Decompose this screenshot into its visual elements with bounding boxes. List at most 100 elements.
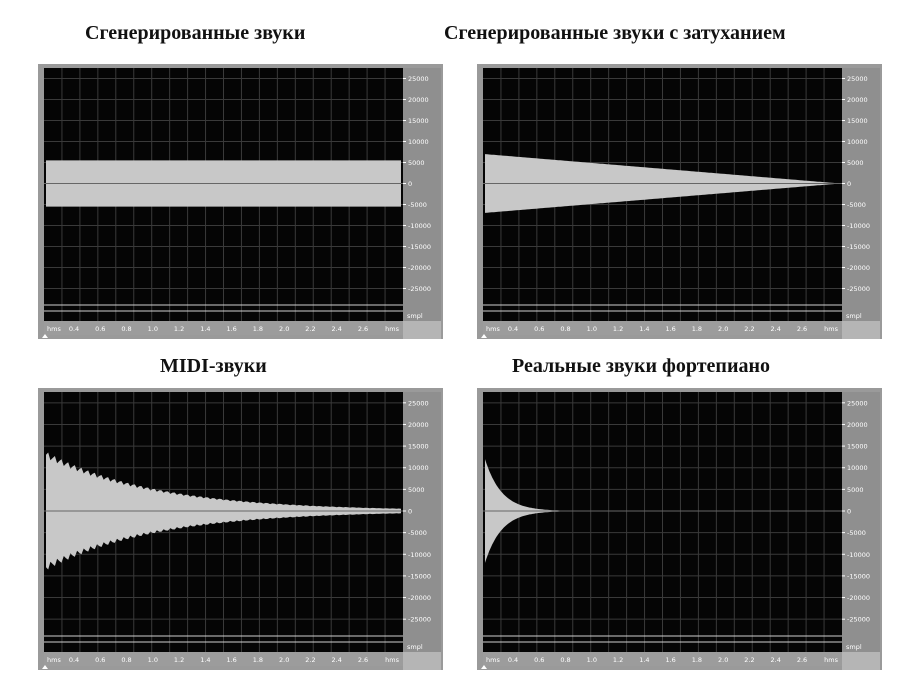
waveform-panel-piano: 25000 20000 15000 10000 5000 0 -5000 -10000 -150… bbox=[477, 388, 882, 670]
ruler-start-label: hms bbox=[47, 656, 61, 664]
ruler-label: 0.8 bbox=[121, 325, 131, 333]
ruler-label: 1.0 bbox=[148, 656, 158, 664]
ruler-label: 2.4 bbox=[771, 325, 781, 333]
ruler-label: 0.4 bbox=[69, 325, 79, 333]
time-ruler bbox=[483, 652, 842, 666]
scale-label: -15000 bbox=[847, 243, 870, 251]
ruler-label: 1.4 bbox=[200, 325, 210, 333]
scale-label: 0 bbox=[408, 180, 412, 188]
ruler-label: 1.6 bbox=[665, 656, 675, 664]
scale-label: 10000 bbox=[847, 464, 868, 472]
ruler-corner bbox=[842, 652, 880, 670]
ruler-label: 1.0 bbox=[587, 656, 597, 664]
scale-label: 20000 bbox=[847, 421, 868, 429]
amplitude-scale bbox=[403, 68, 441, 321]
ruler-start-label: hms bbox=[486, 325, 500, 333]
scale-label: -25000 bbox=[408, 616, 431, 624]
ruler-label: 0.6 bbox=[534, 325, 544, 333]
ruler-label: 1.2 bbox=[174, 656, 184, 664]
ruler-label: 0.6 bbox=[534, 656, 544, 664]
scale-label: -20000 bbox=[408, 594, 431, 602]
scale-label: 5000 bbox=[408, 159, 425, 167]
ruler-label: 2.6 bbox=[358, 656, 368, 664]
ruler-label: 0.6 bbox=[95, 656, 105, 664]
ruler-label: 2.4 bbox=[332, 325, 342, 333]
scale-label: -15000 bbox=[847, 572, 870, 580]
waveform-editor-generated-decay[interactable]: 25000 20000 15000 10000 5000 0 -5000 -10000 -150… bbox=[477, 64, 882, 339]
ruler-label: 0.6 bbox=[95, 325, 105, 333]
ruler-label: 1.6 bbox=[665, 325, 675, 333]
waveform-panel-midi: 25000 20000 15000 10000 5000 0 -5000 -10000 -150… bbox=[38, 388, 443, 670]
ruler-label: 0.8 bbox=[560, 325, 570, 333]
ruler-label: 2.6 bbox=[358, 325, 368, 333]
scale-label: -20000 bbox=[847, 264, 870, 272]
scale-label: 20000 bbox=[847, 96, 868, 104]
scale-label: 10000 bbox=[847, 138, 868, 146]
amplitude-scale bbox=[842, 392, 880, 652]
ruler-label: 0.4 bbox=[508, 325, 518, 333]
playhead-marker-icon bbox=[42, 665, 48, 669]
waveform-editor-generated[interactable]: 25000 20000 15000 10000 5000 0 -5000 -10000 -150… bbox=[38, 64, 443, 339]
scale-label: 20000 bbox=[408, 96, 429, 104]
ruler-label: 2.0 bbox=[279, 325, 289, 333]
waveform-editor-midi[interactable]: 25000 20000 15000 10000 5000 0 -5000 -10000 -150… bbox=[38, 388, 443, 670]
playhead-marker-icon bbox=[42, 334, 48, 338]
scale-label: 15000 bbox=[847, 117, 868, 125]
scale-label: -25000 bbox=[847, 616, 870, 624]
ruler-label: 0.4 bbox=[508, 656, 518, 664]
scale-label: -5000 bbox=[847, 201, 866, 209]
scale-label: -10000 bbox=[847, 222, 870, 230]
scale-unit-label: smpl bbox=[407, 643, 423, 651]
scale-label: -5000 bbox=[408, 201, 427, 209]
ruler-label: 2.2 bbox=[305, 325, 315, 333]
panel-title-generated: Сгенерированные звуки bbox=[85, 22, 306, 44]
waveform-editor-piano[interactable]: 25000 20000 15000 10000 5000 0 -5000 -10000 -150… bbox=[477, 388, 882, 670]
waveform-panel-generated-decay: 25000 20000 15000 10000 5000 0 -5000 -10000 -150… bbox=[477, 64, 882, 339]
scale-label: -10000 bbox=[408, 222, 431, 230]
scale-unit-label: smpl bbox=[846, 643, 862, 651]
scale-label: -20000 bbox=[847, 594, 870, 602]
scale-label: 0 bbox=[408, 508, 412, 516]
ruler-end-label: hms bbox=[824, 656, 838, 664]
ruler-end-label: hms bbox=[385, 325, 399, 333]
ruler-label: 1.4 bbox=[639, 325, 649, 333]
panel-title-midi: MIDI-звуки bbox=[160, 355, 267, 377]
ruler-label: 2.0 bbox=[718, 325, 728, 333]
scale-unit-label: smpl bbox=[846, 312, 862, 320]
scale-label: -10000 bbox=[408, 551, 431, 559]
scale-label: -25000 bbox=[847, 285, 870, 293]
ruler-label: 0.8 bbox=[121, 656, 131, 664]
scale-label: 5000 bbox=[408, 486, 425, 494]
scale-label: 25000 bbox=[408, 399, 429, 407]
ruler-label: 2.4 bbox=[771, 656, 781, 664]
scale-label: 0 bbox=[847, 508, 851, 516]
ruler-label: 2.0 bbox=[718, 656, 728, 664]
scale-label: -5000 bbox=[408, 529, 427, 537]
scale-label: 15000 bbox=[408, 443, 429, 451]
ruler-label: 1.8 bbox=[692, 656, 702, 664]
ruler-label: 1.2 bbox=[174, 325, 184, 333]
scale-label: -15000 bbox=[408, 243, 431, 251]
scale-label: 25000 bbox=[847, 75, 868, 83]
ruler-label: 2.0 bbox=[279, 656, 289, 664]
ruler-label: 2.2 bbox=[744, 656, 754, 664]
ruler-label: 2.2 bbox=[744, 325, 754, 333]
scale-label: 25000 bbox=[408, 75, 429, 83]
ruler-label: 1.0 bbox=[148, 325, 158, 333]
ruler-corner bbox=[842, 321, 880, 339]
amplitude-scale bbox=[842, 68, 880, 321]
ruler-start-label: hms bbox=[486, 656, 500, 664]
ruler-label: 1.4 bbox=[639, 656, 649, 664]
scale-label: -10000 bbox=[847, 551, 870, 559]
ruler-label: 2.6 bbox=[797, 325, 807, 333]
ruler-label: 2.2 bbox=[305, 656, 315, 664]
scale-label: 15000 bbox=[408, 117, 429, 125]
scale-label: 5000 bbox=[847, 159, 864, 167]
waveform-panel-generated: 25000 20000 15000 10000 5000 0 -5000 -10000 -150… bbox=[38, 64, 443, 339]
panel-title-piano: Реальные звуки фортепиано bbox=[512, 355, 770, 377]
time-ruler bbox=[44, 321, 403, 335]
scale-label: 0 bbox=[847, 180, 851, 188]
ruler-label: 0.4 bbox=[69, 656, 79, 664]
ruler-label: 1.2 bbox=[613, 656, 623, 664]
scale-label: 10000 bbox=[408, 138, 429, 146]
